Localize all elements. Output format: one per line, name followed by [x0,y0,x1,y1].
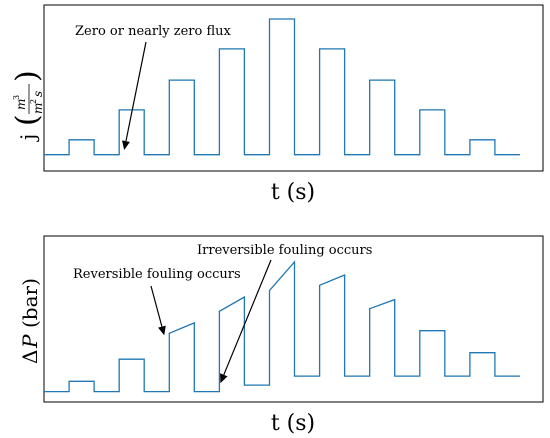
pressure-annotation-reversible-arrow-head [158,325,166,336]
pressure-annotation-irreversible: Irreversible fouling occurs [197,243,372,258]
pressure-y-axis-unit: (bar) [18,278,42,328]
flux-y-axis-numerator-symbol: m [14,99,28,110]
pressure-annotation-irreversible-arrow-head [220,373,228,384]
pressure-y-axis-label: Δ P (bar) [18,278,42,364]
pressure-y-axis-symbol: P [18,334,42,349]
pressure-series-line [44,260,520,393]
flux-annotation-zero-flux-arrow-head [122,140,130,150]
pressure-annotations: Reversible fouling occurs Irreversible fo… [73,243,372,384]
flux-series-line [44,18,520,156]
pressure-panel: Reversible fouling occurs Irreversible fo… [18,235,544,436]
flux-y-axis-prefix: j [16,134,40,142]
pressure-y-axis-prefix: Δ [18,350,42,364]
pressure-annotation-irreversible-arrow-line [223,259,272,376]
flux-annotation-zero-flux: Zero or nearly zero flux [75,24,231,39]
flux-annotation-zero-flux-arrow-line [125,41,147,142]
flux-y-axis-label: j ( m 3 m 2 s ) [10,70,45,142]
flux-y-axis-denominator-tail: s [31,91,45,97]
flux-x-axis-label: t (s) [271,180,315,205]
flux-annotations: Zero or nearly zero flux [75,24,231,150]
flux-y-axis-close-paren: ) [10,70,45,82]
pressure-annotation-reversible-arrow-line [150,285,163,327]
pressure-plot-frame [43,235,544,403]
flux-y-axis-numerator-exponent: 3 [12,95,21,100]
pressure-x-axis-label: t (s) [271,411,315,436]
pressure-annotation-reversible: Reversible fouling occurs [73,267,241,282]
flux-y-axis-fraction: m 3 m 2 s [12,84,45,114]
flux-panel: Zero or nearly zero flux t (s) j ( m 3 m… [10,4,544,205]
flux-y-axis-denominator-symbol: m [31,103,45,114]
flux-plot-frame [43,4,544,172]
flux-y-axis-denominator-exponent: 2 [29,99,38,104]
flux-y-axis-open-paren: ( [10,114,45,126]
